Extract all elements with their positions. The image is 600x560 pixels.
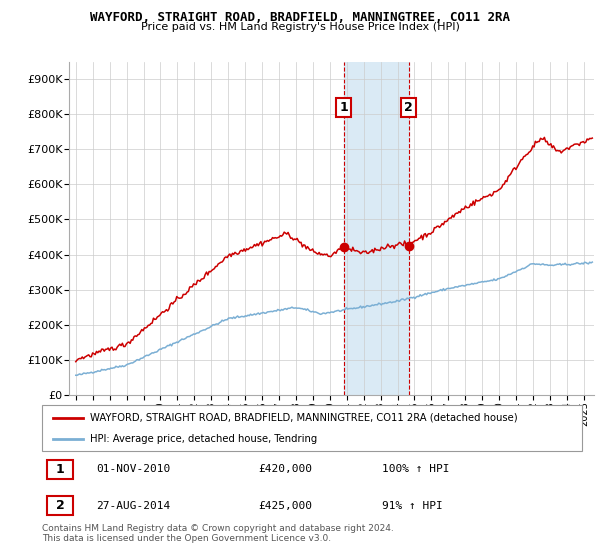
Text: WAYFORD, STRAIGHT ROAD, BRADFIELD, MANNINGTREE, CO11 2RA: WAYFORD, STRAIGHT ROAD, BRADFIELD, MANNI…: [90, 11, 510, 24]
Text: 91% ↑ HPI: 91% ↑ HPI: [382, 501, 443, 511]
Text: HPI: Average price, detached house, Tendring: HPI: Average price, detached house, Tend…: [89, 435, 317, 444]
FancyBboxPatch shape: [47, 460, 73, 479]
Text: £425,000: £425,000: [258, 501, 312, 511]
Text: £420,000: £420,000: [258, 464, 312, 474]
Text: 1: 1: [56, 463, 65, 476]
Text: 2: 2: [404, 101, 413, 114]
Text: 1: 1: [340, 101, 348, 114]
Text: 100% ↑ HPI: 100% ↑ HPI: [382, 464, 450, 474]
Text: 27-AUG-2014: 27-AUG-2014: [96, 501, 170, 511]
Text: Contains HM Land Registry data © Crown copyright and database right 2024.
This d: Contains HM Land Registry data © Crown c…: [42, 524, 394, 543]
Text: Price paid vs. HM Land Registry's House Price Index (HPI): Price paid vs. HM Land Registry's House …: [140, 22, 460, 32]
Text: 01-NOV-2010: 01-NOV-2010: [96, 464, 170, 474]
FancyBboxPatch shape: [47, 496, 73, 515]
FancyBboxPatch shape: [42, 405, 582, 451]
Text: WAYFORD, STRAIGHT ROAD, BRADFIELD, MANNINGTREE, CO11 2RA (detached house): WAYFORD, STRAIGHT ROAD, BRADFIELD, MANNI…: [89, 413, 517, 423]
Bar: [344, 62, 409, 395]
Text: 2: 2: [56, 499, 65, 512]
